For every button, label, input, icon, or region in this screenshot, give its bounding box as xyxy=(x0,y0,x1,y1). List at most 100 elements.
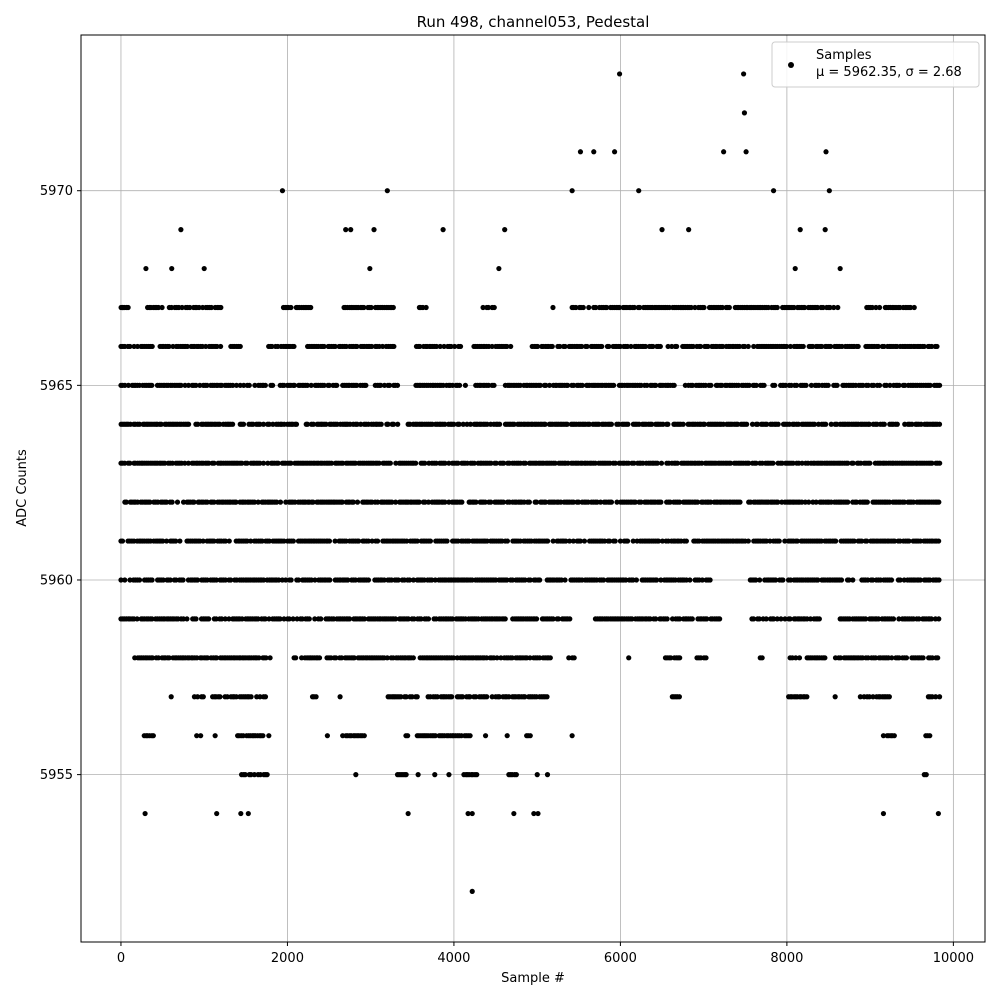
data-point xyxy=(577,149,584,155)
data-point xyxy=(636,188,642,194)
data-point xyxy=(328,460,335,466)
data-point xyxy=(811,421,818,427)
data-point xyxy=(749,421,756,427)
data-point xyxy=(244,460,250,466)
data-point xyxy=(828,343,834,350)
data-point xyxy=(746,382,752,388)
x-axis-label: Sample # xyxy=(501,971,565,986)
data-point xyxy=(794,382,800,388)
data-point xyxy=(371,227,377,233)
data-point xyxy=(936,499,942,505)
data-point xyxy=(526,499,532,505)
data-point xyxy=(149,616,155,622)
data-point xyxy=(823,421,829,427)
data-point xyxy=(391,343,397,350)
data-point xyxy=(859,538,865,544)
data-point xyxy=(937,460,943,466)
data-point xyxy=(222,538,229,544)
data-point xyxy=(404,538,410,544)
data-point xyxy=(354,499,361,505)
data-point xyxy=(134,616,140,622)
data-point xyxy=(764,421,770,427)
data-point xyxy=(166,655,172,661)
data-point xyxy=(543,382,549,388)
data-point xyxy=(127,460,133,466)
data-point xyxy=(260,460,267,466)
data-point xyxy=(791,304,797,311)
data-point xyxy=(384,188,390,194)
data-point xyxy=(573,304,579,311)
data-point xyxy=(427,538,434,544)
data-point xyxy=(211,499,217,505)
data-point xyxy=(513,772,519,778)
data-point xyxy=(535,343,541,350)
data-point xyxy=(501,460,507,466)
data-point xyxy=(851,538,857,544)
data-point xyxy=(806,499,812,505)
data-point xyxy=(217,694,223,700)
data-point xyxy=(257,694,263,700)
data-point xyxy=(753,577,759,583)
data-point xyxy=(699,577,705,583)
data-point xyxy=(354,343,360,350)
data-point xyxy=(239,460,245,466)
data-point xyxy=(326,382,332,388)
data-point xyxy=(213,577,219,583)
data-point xyxy=(935,655,941,661)
data-point xyxy=(489,343,495,350)
data-point xyxy=(936,694,943,700)
data-point xyxy=(599,343,605,350)
data-point xyxy=(827,304,833,311)
data-point xyxy=(304,421,311,427)
data-point xyxy=(212,733,218,739)
data-point xyxy=(456,421,462,427)
data-point xyxy=(606,343,612,350)
data-point xyxy=(522,694,528,700)
data-point xyxy=(774,616,780,622)
data-point xyxy=(418,616,424,622)
data-point xyxy=(467,694,473,700)
data-point xyxy=(198,733,204,739)
data-point xyxy=(242,772,248,778)
data-point xyxy=(160,577,166,583)
data-point xyxy=(163,538,170,544)
data-point xyxy=(755,421,761,427)
data-point xyxy=(936,616,942,622)
data-point xyxy=(502,616,508,622)
data-point xyxy=(657,343,663,350)
data-point xyxy=(160,538,166,544)
legend-marker xyxy=(788,62,794,68)
data-point xyxy=(834,382,840,388)
data-point xyxy=(327,577,333,583)
data-point xyxy=(219,616,225,622)
data-point xyxy=(654,460,660,466)
data-point xyxy=(385,421,391,427)
data-point xyxy=(324,733,330,739)
data-point xyxy=(166,343,172,350)
data-point xyxy=(423,304,429,311)
data-point xyxy=(159,304,165,311)
data-point xyxy=(433,460,439,466)
data-point xyxy=(778,616,784,622)
data-point xyxy=(565,382,571,388)
data-point xyxy=(707,577,713,583)
data-point xyxy=(537,577,543,583)
data-point xyxy=(204,382,210,388)
data-point xyxy=(230,421,236,427)
data-point xyxy=(462,382,468,388)
data-point xyxy=(792,265,798,272)
data-point xyxy=(339,655,345,661)
data-point xyxy=(441,343,447,350)
data-point xyxy=(745,538,751,544)
data-point xyxy=(671,382,677,388)
data-point xyxy=(591,149,597,155)
data-point xyxy=(193,382,199,388)
data-point xyxy=(217,421,223,427)
data-point xyxy=(358,421,364,427)
data-point xyxy=(653,616,659,622)
data-point xyxy=(485,304,492,311)
y-tick-label: 5965 xyxy=(40,379,73,394)
data-point xyxy=(801,304,808,311)
data-point xyxy=(308,382,314,388)
